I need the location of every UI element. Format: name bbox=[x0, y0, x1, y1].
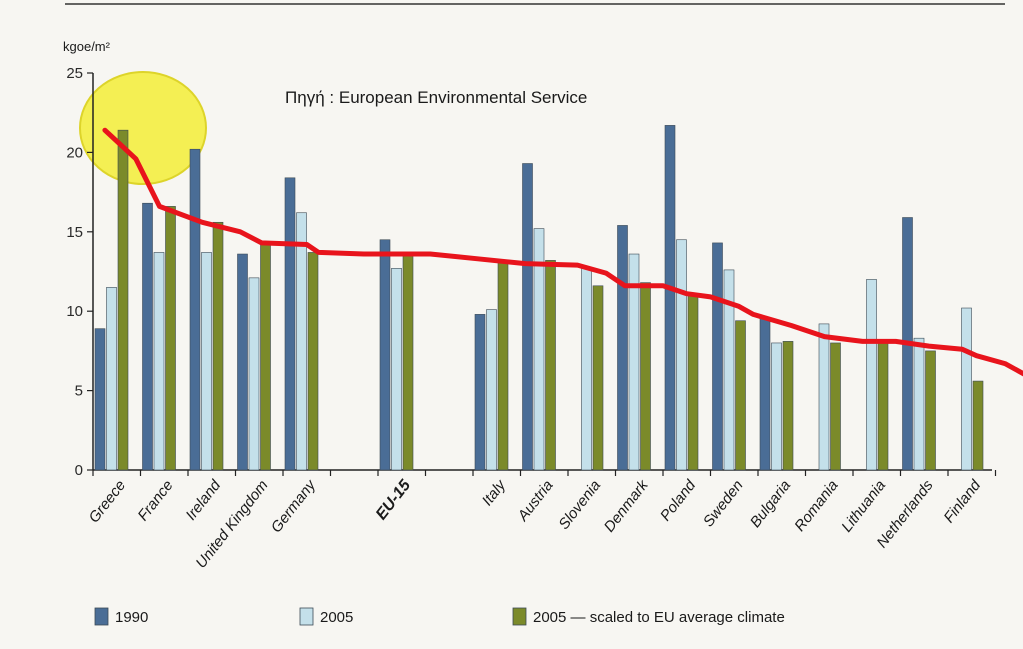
category-label: Denmark bbox=[601, 476, 653, 536]
bar-2005-scaled-to-eu-average-climate bbox=[165, 206, 176, 471]
category-label: France bbox=[135, 477, 177, 524]
bar-2005-scaled-to-eu-average-climate bbox=[592, 285, 604, 471]
source-note: Πηγή : European Environmental Service bbox=[285, 88, 587, 107]
bar-2005-scaled-to-eu-average-climate bbox=[687, 295, 699, 471]
bar-2005 bbox=[391, 268, 402, 471]
category-label: Finland bbox=[940, 476, 984, 526]
bar-2005-scaled-to-eu-average-climate bbox=[117, 129, 129, 471]
legend-label: 2005 bbox=[320, 609, 353, 626]
bar-2005-scaled-to-eu-average-climate bbox=[497, 261, 509, 471]
highlight-circle bbox=[79, 71, 207, 185]
legend-label: 2005 — scaled to EU average climate bbox=[533, 609, 785, 626]
bar-2005 bbox=[581, 268, 592, 471]
category-label: Italy bbox=[479, 476, 510, 509]
bar-2005-scaled-to-eu-average-climate bbox=[307, 252, 319, 471]
bar-1990 bbox=[759, 317, 771, 471]
category-label: Ireland bbox=[183, 476, 225, 523]
y-tick-label: 5 bbox=[75, 383, 83, 400]
bar-1990 bbox=[284, 177, 296, 471]
y-tick-label: 20 bbox=[66, 144, 83, 161]
bar-2005-scaled-to-eu-average-climate bbox=[830, 342, 841, 471]
legend: 1990 2005 2005 — scaled to EU average clim… bbox=[94, 607, 785, 626]
bar-2005 bbox=[248, 277, 260, 471]
bar-1990 bbox=[522, 163, 533, 471]
bar-2005-scaled-to-eu-average-climate bbox=[877, 342, 889, 471]
bar-2005 bbox=[961, 307, 972, 471]
bar-2005-scaled-to-eu-average-climate bbox=[735, 320, 746, 471]
category-label: Germany bbox=[268, 476, 320, 536]
legend-swatch bbox=[299, 607, 314, 626]
y-axis-unit-label: kgoe/m² bbox=[63, 39, 111, 54]
bar-2005 bbox=[818, 323, 830, 471]
category-label: Bulgaria bbox=[747, 477, 794, 531]
bar-2005-scaled-to-eu-average-climate bbox=[925, 350, 936, 471]
bar-2005-scaled-to-eu-average-climate bbox=[260, 241, 271, 471]
category-label: Greece bbox=[85, 477, 129, 526]
bar-1990 bbox=[712, 242, 723, 471]
bar-2005 bbox=[628, 253, 640, 471]
bar-2005 bbox=[153, 252, 165, 471]
bar-2005-scaled-to-eu-average-climate bbox=[972, 380, 984, 471]
bar-1990 bbox=[237, 253, 248, 471]
legend-label: 1990 bbox=[115, 609, 148, 626]
y-tick-label: 25 bbox=[66, 65, 83, 82]
category-label: Austria bbox=[514, 477, 557, 525]
category-label: Slovenia bbox=[555, 477, 604, 533]
bar-2005 bbox=[723, 269, 735, 471]
bar-2005 bbox=[866, 279, 877, 471]
red-trend-line bbox=[102, 127, 1023, 377]
bar-2005 bbox=[486, 309, 497, 471]
bar-2005 bbox=[771, 342, 782, 471]
bar-1990 bbox=[617, 225, 628, 471]
bar-1990 bbox=[142, 202, 153, 471]
category-label: Poland bbox=[657, 476, 700, 524]
bar-1990 bbox=[94, 328, 106, 471]
bar-2005-scaled-to-eu-average-climate bbox=[545, 260, 556, 471]
bar-1990 bbox=[474, 314, 486, 471]
bar-2005 bbox=[676, 239, 687, 471]
bar-2005-scaled-to-eu-average-climate bbox=[212, 221, 224, 471]
y-tick-label: 10 bbox=[66, 303, 83, 320]
bar-2005 bbox=[106, 287, 117, 471]
bar-1990 bbox=[189, 148, 201, 471]
bar-2005-scaled-to-eu-average-climate bbox=[640, 282, 651, 471]
y-tick-label: 15 bbox=[66, 224, 83, 241]
bar-2005 bbox=[913, 337, 925, 471]
y-tick-label: 0 bbox=[75, 462, 83, 479]
legend-swatch bbox=[512, 607, 527, 626]
bar-1990 bbox=[664, 125, 676, 471]
bar-2005 bbox=[533, 228, 545, 471]
category-label: Romania bbox=[791, 477, 841, 535]
category-label: EU-15 bbox=[373, 476, 415, 523]
bar-2005-scaled-to-eu-average-climate bbox=[782, 341, 794, 471]
bar-2005 bbox=[296, 212, 307, 471]
category-label: Sweden bbox=[700, 477, 747, 530]
bar-1990 bbox=[379, 239, 391, 471]
bar-2005-scaled-to-eu-average-climate bbox=[402, 253, 414, 471]
legend-swatch bbox=[94, 607, 109, 626]
bar-2005 bbox=[201, 252, 212, 471]
category-label: Lithuania bbox=[838, 477, 889, 535]
